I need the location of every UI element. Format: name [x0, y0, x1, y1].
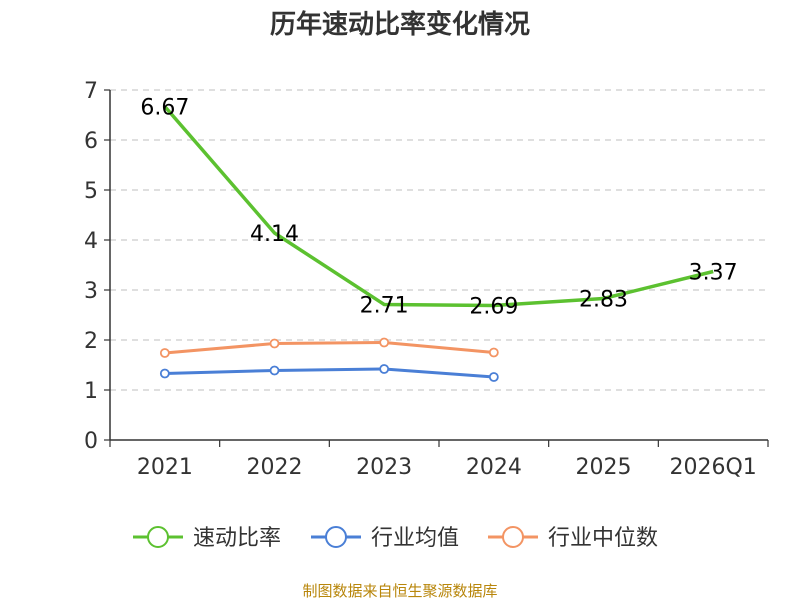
legend-swatch-marker — [147, 526, 169, 548]
series-2-point — [269, 338, 280, 349]
y-tick-label: 5 — [84, 179, 98, 204]
x-tick-label: 2024 — [466, 455, 522, 480]
data-label: 4.14 — [250, 222, 299, 247]
legend-item-2[interactable]: 行业中位数 — [488, 526, 658, 551]
source-note: 制图数据来自恒生聚源数据库 — [302, 582, 497, 600]
x-tick-label: 2025 — [576, 455, 632, 480]
series-1-point — [159, 368, 170, 379]
legend-item-0[interactable]: 速动比率 — [133, 526, 281, 551]
chart-title: 历年速动比率变化情况 — [270, 9, 530, 40]
series-1-point — [379, 364, 390, 374]
legend[interactable]: 速动比率 行业均值 行业中位数 — [133, 526, 658, 551]
legend-item-1[interactable]: 行业均值 — [311, 526, 459, 551]
data-label: 3.37 — [689, 261, 738, 286]
data-label: 2.83 — [579, 288, 628, 313]
data-label: 2.69 — [469, 295, 518, 320]
x-tick-label: 2026Q1 — [670, 455, 757, 480]
x-tick-label: 2021 — [137, 455, 193, 480]
data-labels: 6.67 4.14 2.71 2.69 2.83 3.37 — [140, 96, 737, 320]
series-2-point — [159, 348, 170, 358]
legend-swatch-marker — [502, 526, 524, 548]
series-1-point — [488, 372, 499, 382]
series-line-1 — [164, 367, 494, 379]
x-tick-label: 2023 — [356, 455, 412, 480]
series — [159, 105, 714, 382]
series-line-2 — [164, 341, 494, 355]
y-tick-label: 7 — [84, 79, 98, 104]
grid — [110, 89, 768, 391]
series-line-0 — [163, 105, 714, 308]
legend-label: 行业均值 — [371, 526, 459, 551]
series-2-point — [379, 337, 390, 348]
axes: 0 1 2 3 4 5 6 7 2021 2022 2023 2024 2025 2026Q1 — [84, 79, 769, 480]
y-tick-label: 4 — [84, 229, 98, 254]
data-label: 6.67 — [140, 96, 189, 121]
y-tick-label: 1 — [84, 379, 98, 404]
series-2-point — [488, 347, 499, 358]
x-tick-label: 2022 — [247, 455, 303, 480]
series-1-point — [269, 365, 280, 376]
data-label: 2.71 — [360, 294, 409, 319]
y-tick-label: 6 — [84, 129, 98, 154]
y-tick-label: 0 — [84, 429, 98, 454]
legend-label: 速动比率 — [193, 526, 281, 551]
y-tick-label: 2 — [84, 329, 98, 354]
legend-swatch-marker — [325, 526, 347, 548]
legend-label: 行业中位数 — [548, 526, 658, 551]
y-tick-label: 3 — [84, 279, 98, 304]
